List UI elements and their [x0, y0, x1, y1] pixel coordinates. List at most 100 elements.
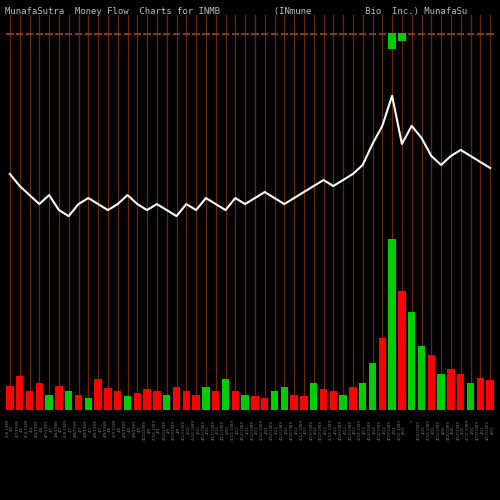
Bar — [192, 394, 200, 410]
Bar — [428, 354, 435, 410]
Bar — [202, 387, 209, 410]
Bar — [94, 380, 102, 410]
Bar — [349, 387, 356, 410]
Bar — [104, 388, 112, 410]
Bar — [467, 382, 474, 410]
Bar — [438, 374, 445, 410]
Bar — [134, 393, 141, 410]
Bar — [408, 33, 416, 35]
Bar — [84, 33, 92, 35]
Bar — [202, 33, 209, 35]
Bar — [476, 378, 484, 410]
Bar — [94, 33, 102, 35]
Bar — [242, 33, 249, 35]
Bar — [114, 391, 122, 410]
Bar — [290, 394, 298, 410]
Bar — [75, 33, 82, 35]
Bar — [26, 391, 33, 410]
Bar — [36, 382, 43, 410]
Bar — [280, 387, 288, 410]
Bar — [418, 346, 425, 410]
Bar — [388, 33, 396, 49]
Bar — [134, 33, 141, 35]
Bar — [457, 33, 464, 35]
Bar — [6, 386, 14, 410]
Bar — [182, 391, 190, 410]
Bar — [16, 376, 24, 410]
Bar — [340, 394, 347, 410]
Bar — [486, 380, 494, 410]
Bar — [173, 387, 180, 410]
Bar — [144, 388, 151, 410]
Bar — [114, 33, 122, 35]
Bar — [212, 391, 220, 410]
Bar — [359, 382, 366, 410]
Bar — [46, 33, 53, 35]
Text: MunafaSutra  Money Flow  Charts for INMB          (INmune          Bio  Inc.) Mu: MunafaSutra Money Flow Charts for INMB (… — [5, 8, 467, 16]
Bar — [290, 33, 298, 35]
Bar — [124, 396, 131, 410]
Bar — [349, 33, 356, 35]
Bar — [457, 374, 464, 410]
Bar — [153, 33, 160, 35]
Bar — [300, 396, 308, 410]
Bar — [55, 33, 62, 35]
Bar — [280, 33, 288, 35]
Bar — [104, 33, 112, 35]
Bar — [310, 382, 318, 410]
Bar — [486, 33, 494, 35]
Bar — [144, 33, 151, 35]
Bar — [388, 240, 396, 410]
Bar — [222, 380, 229, 410]
Bar — [65, 33, 72, 35]
Bar — [251, 33, 258, 35]
Bar — [340, 33, 347, 35]
Bar — [398, 33, 406, 41]
Bar — [330, 33, 337, 35]
Bar — [398, 290, 406, 410]
Bar — [467, 33, 474, 35]
Bar — [369, 363, 376, 410]
Bar — [222, 33, 229, 35]
Bar — [232, 391, 239, 410]
Bar — [261, 398, 268, 410]
Bar — [6, 33, 14, 35]
Bar — [75, 394, 82, 410]
Bar — [232, 33, 239, 35]
Bar — [369, 33, 376, 35]
Bar — [55, 386, 62, 410]
Bar — [310, 33, 318, 35]
Bar — [124, 33, 131, 35]
Bar — [46, 394, 53, 410]
Bar — [330, 391, 337, 410]
Bar — [65, 391, 72, 410]
Bar — [378, 338, 386, 410]
Bar — [182, 33, 190, 35]
Bar — [476, 33, 484, 35]
Bar — [16, 33, 24, 35]
Bar — [447, 369, 454, 410]
Bar — [320, 388, 327, 410]
Bar — [163, 394, 170, 410]
Bar — [212, 33, 220, 35]
Bar — [153, 391, 160, 410]
Bar — [36, 33, 43, 35]
Bar — [242, 394, 249, 410]
Bar — [84, 398, 92, 410]
Bar — [320, 33, 327, 35]
Bar — [359, 33, 366, 35]
Bar — [173, 33, 180, 35]
Bar — [447, 33, 454, 35]
Bar — [192, 33, 200, 35]
Bar — [438, 33, 445, 35]
Bar — [378, 33, 386, 35]
Bar — [300, 33, 308, 35]
Bar — [271, 33, 278, 35]
Bar — [261, 33, 268, 35]
Bar — [408, 312, 416, 410]
Bar — [163, 33, 170, 35]
Bar — [428, 33, 435, 35]
Bar — [271, 391, 278, 410]
Bar — [26, 33, 33, 35]
Bar — [251, 396, 258, 410]
